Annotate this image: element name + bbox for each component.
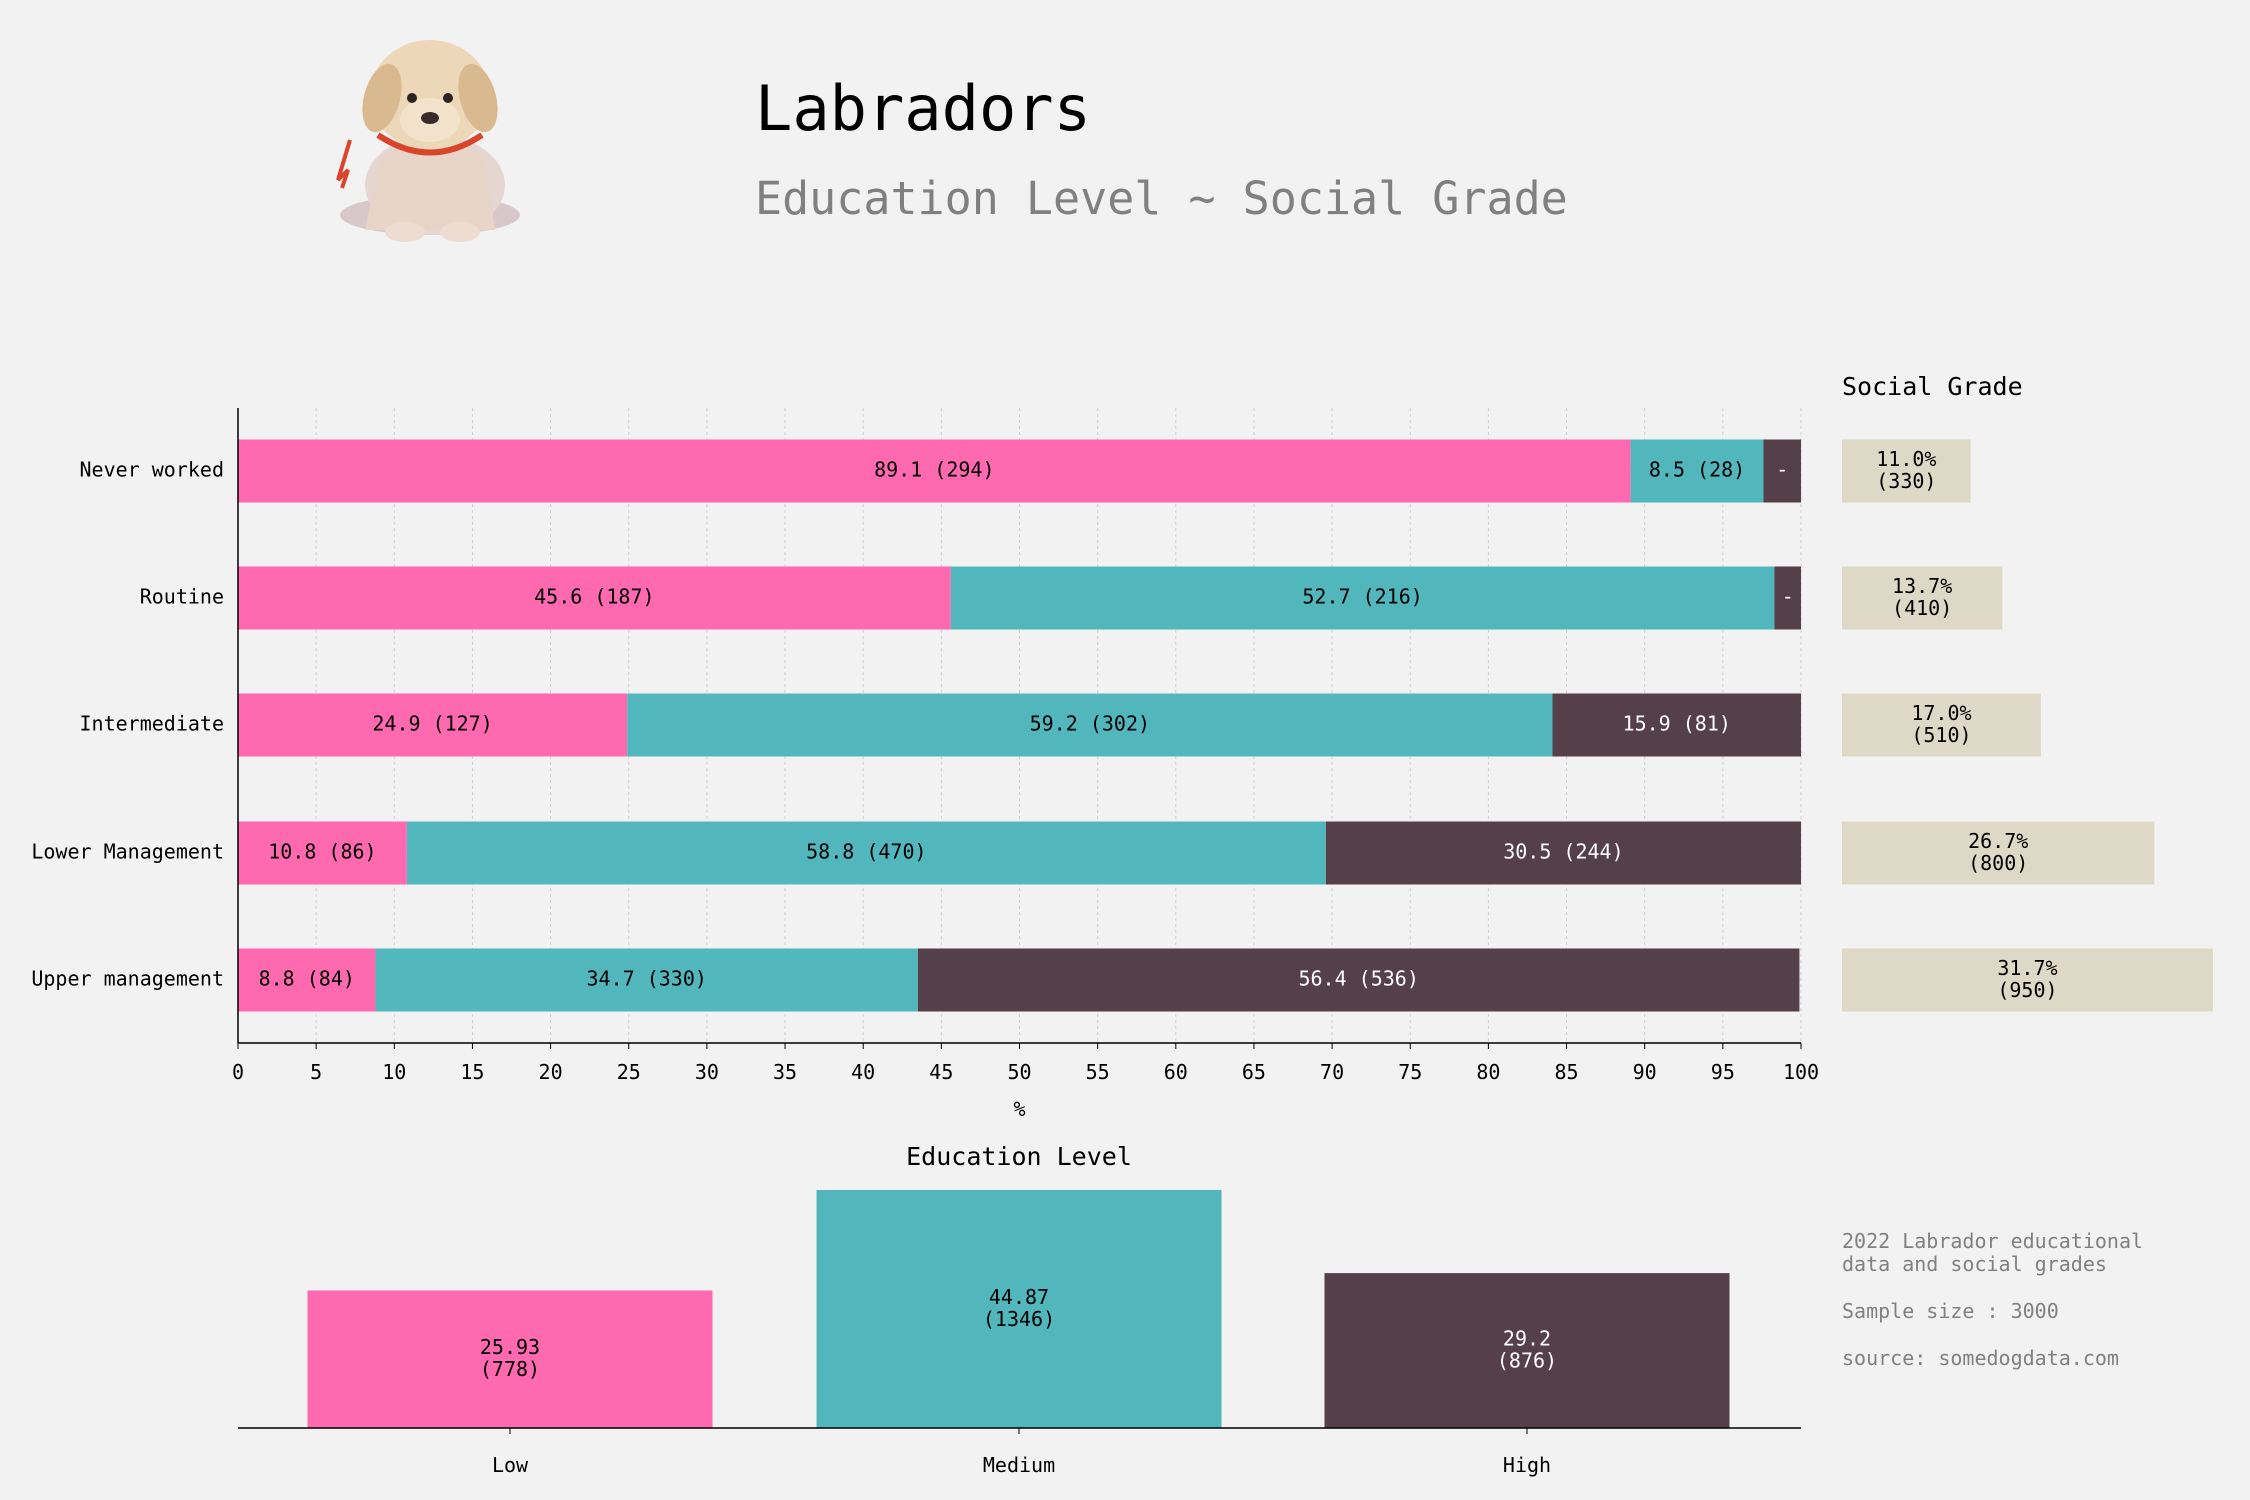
bar-high-upper-management	[917, 948, 1800, 1012]
grade-bar-label-lower-management: 26.7% (800)	[1968, 829, 2028, 875]
note-description: 2022 Labrador educational data and socia…	[1842, 1229, 2144, 1276]
bar-label-low-lower-management: 10.8 (86)	[268, 840, 376, 864]
x-tick-label: 35	[773, 1060, 797, 1084]
x-tick-label: 5	[310, 1060, 322, 1084]
x-tick-label: 15	[460, 1060, 484, 1084]
x-tick-label: 20	[539, 1060, 563, 1084]
education-bar-medium	[816, 1190, 1222, 1428]
bar-high-lower-management	[1325, 821, 1801, 885]
x-tick-label: 55	[1086, 1060, 1110, 1084]
bar-label-high-lower-management: 30.5 (244)	[1503, 840, 1623, 864]
x-tick-label: 30	[695, 1060, 719, 1084]
x-tick-label: 0	[232, 1060, 244, 1084]
bar-low-intermediate	[238, 693, 628, 757]
x-tick-label: 45	[929, 1060, 953, 1084]
bar-medium-never-worked	[1630, 439, 1764, 503]
x-tick-label: 25	[617, 1060, 641, 1084]
bar-label-high-upper-management: 56.4 (536)	[1298, 967, 1418, 991]
bar-label-medium-intermediate: 59.2 (302)	[1030, 712, 1150, 736]
x-tick-label: 10	[382, 1060, 406, 1084]
grade-bar-intermediate	[1842, 693, 2041, 757]
education-bar-high	[1324, 1273, 1730, 1428]
bar-medium-upper-management	[375, 948, 918, 1012]
x-tick-label: 95	[1711, 1060, 1735, 1084]
bar-label-medium-never-worked: 8.5 (28)	[1649, 458, 1745, 482]
y-tick-label-never-worked: Never worked	[80, 458, 225, 482]
bar-label-medium-upper-management: 34.7 (330)	[587, 967, 707, 991]
x-tick-label: 40	[851, 1060, 875, 1084]
note-source: source: somedogdata.com	[1842, 1346, 2119, 1370]
bar-high-intermediate	[1552, 693, 1801, 757]
notes: 2022 Labrador educational data and socia…	[1842, 1230, 2143, 1394]
x-tick-label: 85	[1555, 1060, 1579, 1084]
grade-bar-label-intermediate: 17.0% (510)	[1911, 701, 1971, 747]
x-tick-label: 65	[1242, 1060, 1266, 1084]
bar-low-lower-management	[238, 821, 407, 885]
grade-bar-never-worked	[1842, 439, 1971, 503]
grade-bar-lower-management	[1842, 821, 2155, 885]
bar-low-upper-management	[238, 948, 376, 1012]
x-axis-label: %	[1013, 1097, 1025, 1121]
bar-medium-intermediate	[627, 693, 1553, 757]
education-x-tick-label-medium: Medium	[983, 1453, 1055, 1477]
education-x-tick-label-high: High	[1503, 1453, 1551, 1477]
education-bar-label-high: 29.2 (876)	[1497, 1326, 1557, 1372]
x-tick-label: 60	[1164, 1060, 1188, 1084]
grade-bar-label-never-worked: 11.0% (330)	[1876, 447, 1936, 493]
grade-bar-upper-management	[1842, 948, 2213, 1012]
bar-label-high-routine: -	[1782, 585, 1794, 609]
bar-label-high-intermediate: 15.9 (81)	[1623, 712, 1731, 736]
education-bar-low	[307, 1290, 713, 1428]
bar-low-never-worked	[238, 439, 1631, 503]
x-tick-label: 75	[1398, 1060, 1422, 1084]
bar-label-high-never-worked: -	[1776, 458, 1788, 482]
y-tick-label-routine: Routine	[140, 585, 224, 609]
education-bar-label-low: 25.93 (778)	[480, 1335, 540, 1381]
bar-label-low-upper-management: 8.8 (84)	[259, 967, 355, 991]
y-tick-label-lower-management: Lower Management	[31, 840, 224, 864]
x-tick-label: 80	[1476, 1060, 1500, 1084]
bar-label-medium-lower-management: 58.8 (470)	[806, 840, 926, 864]
x-tick-label: 100	[1783, 1060, 1819, 1084]
grade-bar-routine	[1842, 566, 2003, 630]
bar-medium-routine	[950, 566, 1775, 630]
x-tick-label: 50	[1007, 1060, 1031, 1084]
labrador-puppy-icon	[336, 40, 520, 242]
bar-label-low-routine: 45.6 (187)	[534, 585, 654, 609]
bar-label-low-intermediate: 24.9 (127)	[372, 712, 492, 736]
x-tick-label: 70	[1320, 1060, 1344, 1084]
bar-label-low-never-worked: 89.1 (294)	[874, 458, 994, 482]
social-grade-title: Social Grade	[1842, 372, 2023, 401]
grade-bar-label-routine: 13.7% (410)	[1892, 574, 1952, 620]
bar-high-never-worked	[1763, 439, 1801, 503]
chart-title: Labradors	[755, 72, 1091, 145]
y-tick-label-upper-management: Upper management	[31, 967, 224, 991]
y-tick-label-intermediate: Intermediate	[80, 712, 225, 736]
education-bar-label-medium: 44.87 (1346)	[983, 1285, 1055, 1331]
x-tick-label: 90	[1633, 1060, 1657, 1084]
bar-high-routine	[1774, 566, 1801, 630]
grade-bar-label-upper-management: 31.7% (950)	[1997, 956, 2057, 1002]
bar-medium-lower-management	[406, 821, 1326, 885]
chart-subtitle: Education Level ~ Social Grade	[755, 172, 1568, 225]
note-sample-size: Sample size : 3000	[1842, 1299, 2059, 1323]
bar-label-medium-routine: 52.7 (216)	[1302, 585, 1422, 609]
education-level-title: Education Level	[906, 1142, 1132, 1171]
education-x-tick-label-low: Low	[492, 1453, 529, 1477]
bar-low-routine	[238, 566, 951, 630]
